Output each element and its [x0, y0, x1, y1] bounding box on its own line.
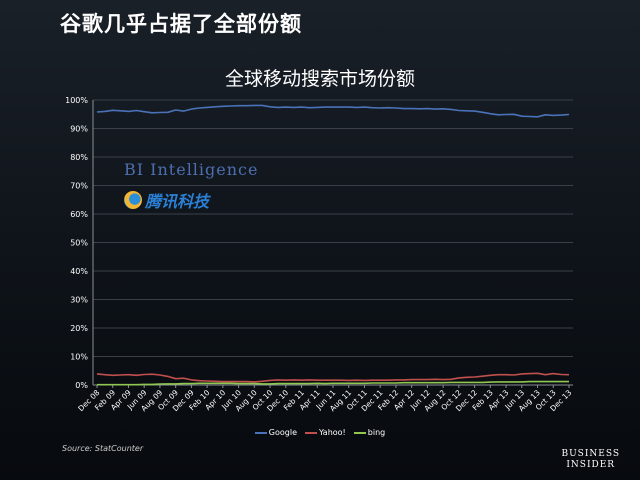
- legend-item-bing: bing: [353, 428, 386, 437]
- legend-item-yahoo: Yahoo!: [305, 428, 346, 437]
- series-line-bing: [97, 380, 569, 386]
- legend-swatch-yahoo: [305, 431, 317, 434]
- legend-swatch-bing: [353, 431, 366, 434]
- y-tick-label: 50%: [70, 239, 88, 248]
- bi-logo-line1: BUSINESS: [561, 449, 620, 459]
- tencent-tech-logo: 腾讯科技: [124, 188, 209, 212]
- y-tick-label: 60%: [70, 210, 88, 219]
- legend-label-bing: bing: [367, 428, 386, 437]
- y-tick-label: 90%: [70, 125, 88, 134]
- chart-legend: Google Yahoo! bing: [0, 428, 640, 437]
- chart-title: 全球移动搜索市场份额: [224, 68, 415, 90]
- tencent-logo-icon: [124, 191, 142, 209]
- y-tick-label: 40%: [70, 267, 88, 276]
- legend-swatch-google: [254, 431, 267, 434]
- y-tick-label: 80%: [70, 153, 88, 162]
- business-insider-logo: BUSINESS INSIDER: [561, 449, 620, 471]
- y-tick-label: 100%: [65, 96, 88, 105]
- legend-label-yahoo: Yahoo!: [319, 428, 346, 437]
- series-line-yahoo: [96, 372, 570, 383]
- bi-logo-line2: INSIDER: [566, 460, 616, 470]
- series-line-google: [96, 104, 570, 118]
- y-tick-label: 10%: [70, 353, 88, 362]
- slide-title: 谷歌几乎占据了全部份额: [60, 12, 302, 36]
- y-tick-label: 30%: [70, 296, 88, 305]
- bi-intelligence-watermark: BI Intelligence: [124, 160, 259, 179]
- tencent-logo-text: 腾讯科技: [145, 192, 210, 211]
- legend-label-google: Google: [268, 428, 297, 437]
- y-tick-label: 20%: [70, 324, 88, 333]
- y-tick-label: 0%: [75, 381, 88, 390]
- legend-item-google: Google: [254, 428, 297, 437]
- source-note: Source: StatCounter: [62, 444, 144, 453]
- y-tick-label: 70%: [70, 182, 88, 191]
